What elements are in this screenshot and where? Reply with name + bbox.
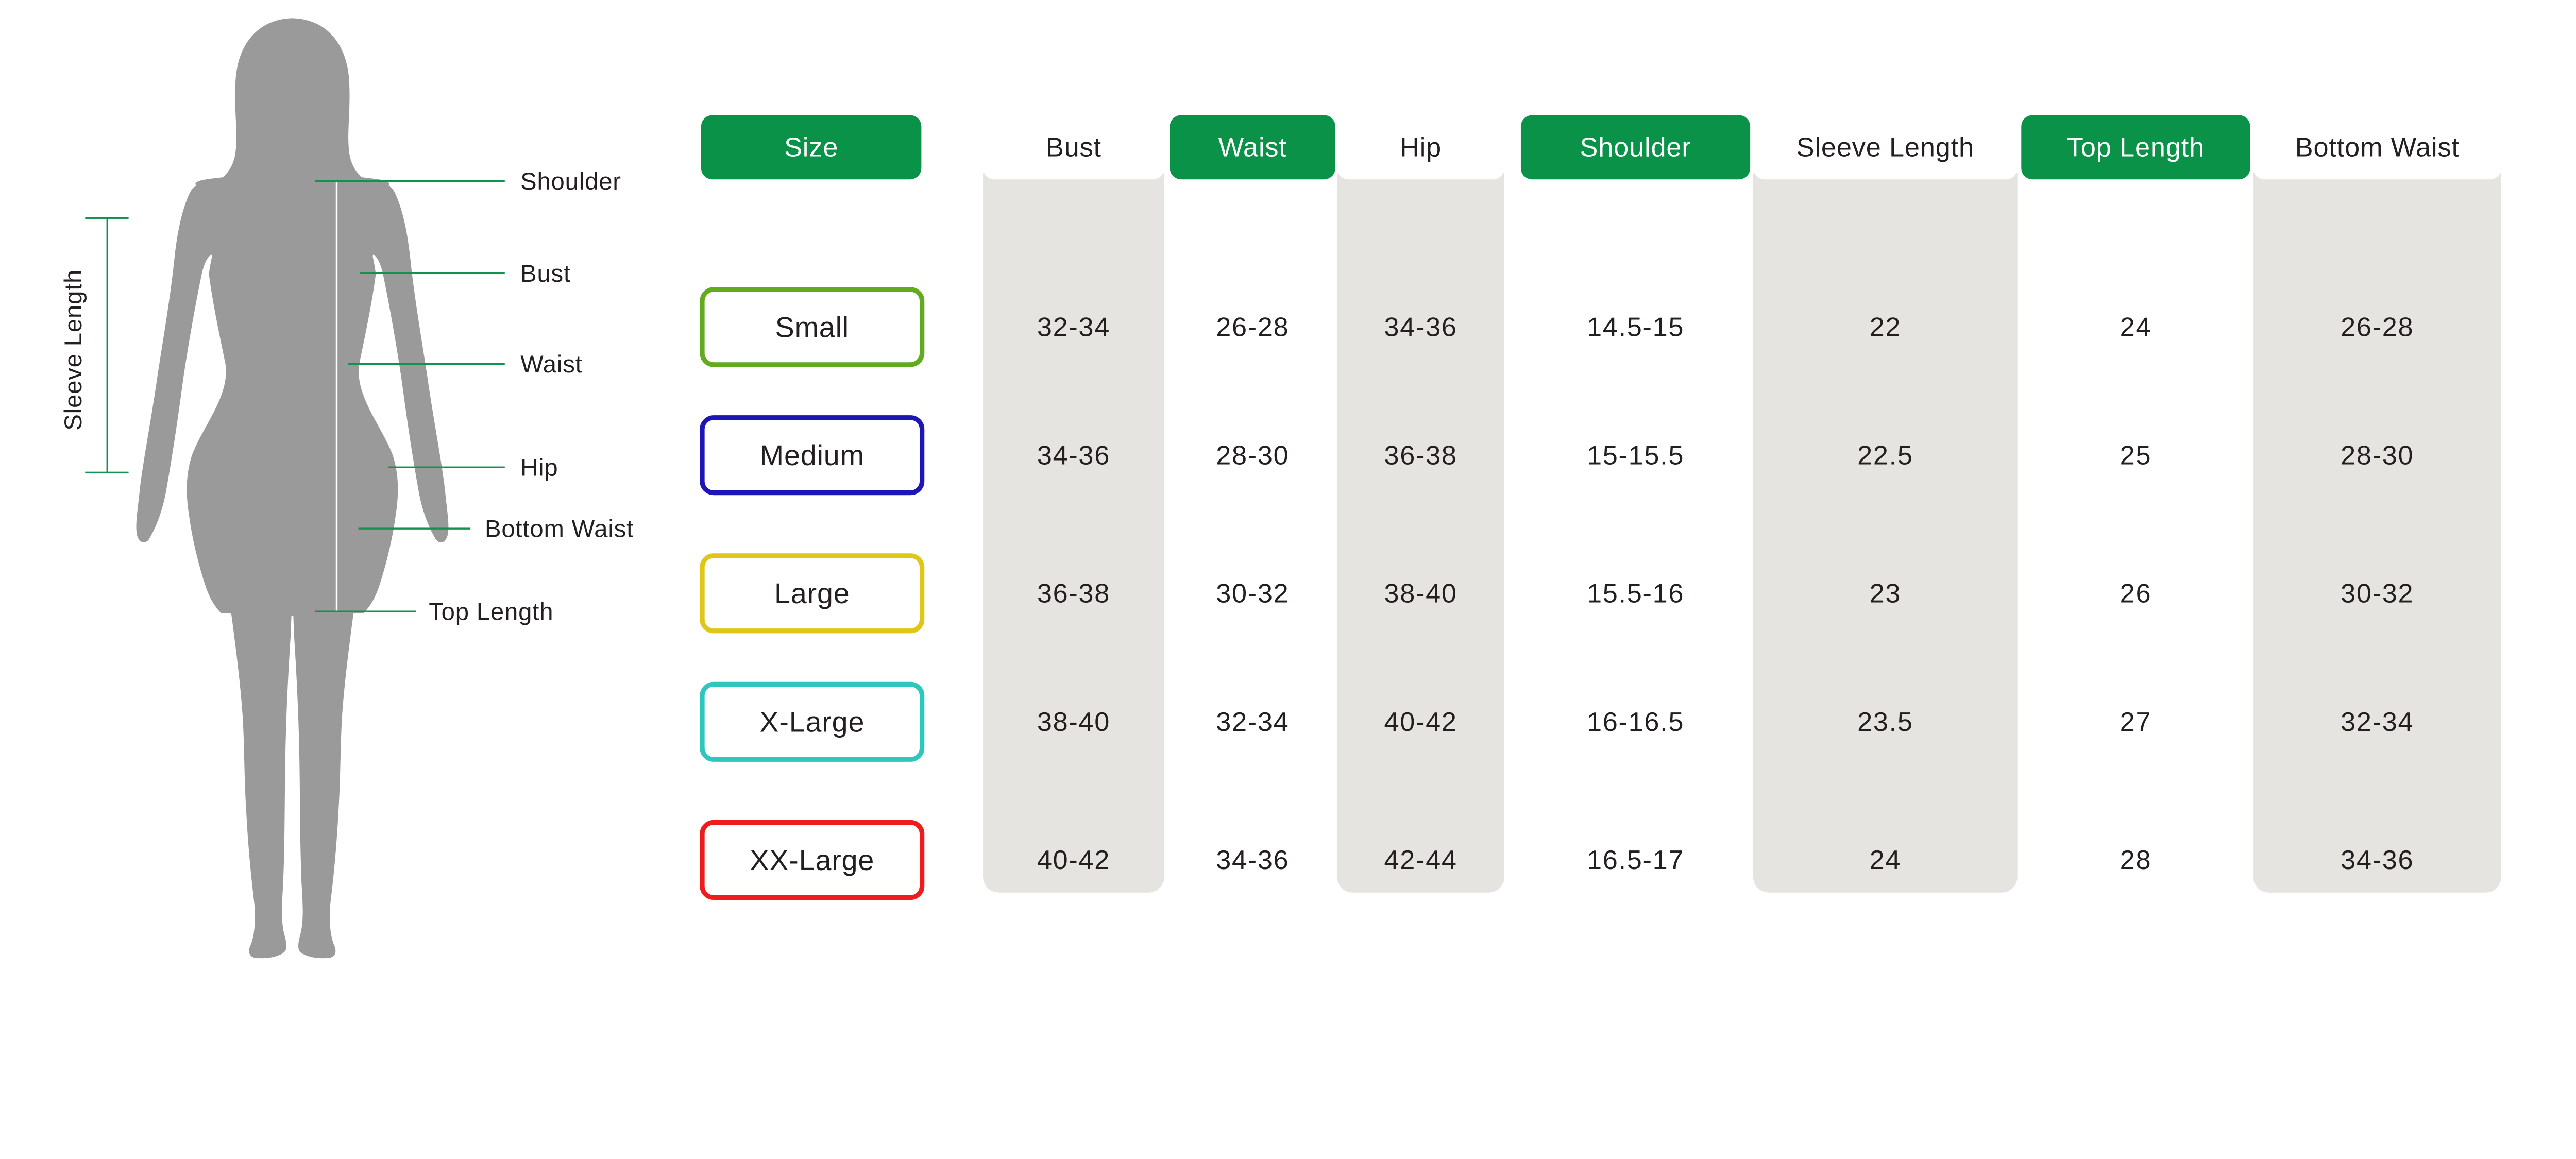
cell-waist-large: 30-32: [1216, 578, 1290, 608]
cell-shoulder-small: 14.5-15: [1586, 312, 1685, 342]
column-waist-header: Waist: [1170, 115, 1335, 180]
column-bust-header: Bust: [983, 115, 1164, 180]
bottom-waist-pointer-line: [358, 527, 471, 530]
cell-hip-large: 38-40: [1384, 578, 1458, 608]
shoulder-pointer-line: [315, 180, 505, 182]
cell-top-length-medium: 25: [2120, 440, 2152, 470]
column-size-header: Size: [701, 115, 922, 180]
cell-bottom-waist-large: 30-32: [2341, 578, 2414, 608]
bust-pointer-line: [360, 272, 505, 275]
sleeve-length-label: Sleeve Length: [59, 269, 87, 431]
column-shoulder-header: Shoulder: [1520, 115, 1751, 180]
column-bust-background: [983, 173, 1164, 893]
top-length-label: Top Length: [429, 598, 554, 625]
cell-bust-x-large: 38-40: [1037, 707, 1110, 737]
sleeve-bracket-bottom: [85, 471, 129, 474]
size-button-large[interactable]: Large: [700, 553, 925, 634]
bottom-waist-label: Bottom Waist: [484, 515, 634, 542]
silhouette-right-leg: [293, 612, 354, 959]
column-size: Size Small Medium Large X-Large XX-Large: [700, 0, 925, 977]
column-sleeve-length-background: [1753, 173, 2018, 893]
cell-waist-medium: 28-30: [1216, 440, 1290, 470]
waist-pointer-line: [348, 363, 505, 365]
cell-bust-small: 32-34: [1037, 312, 1110, 342]
column-hip-header: Hip: [1337, 115, 1504, 180]
cell-sleeve-length-medium: 22.5: [1857, 440, 1913, 470]
cell-hip-medium: 36-38: [1384, 440, 1458, 470]
silhouette-right-arm: [361, 177, 449, 543]
top-length-pointer-line: [315, 610, 416, 612]
column-bust: Bust 32-34 34-36 36-38 38-40 40-42: [983, 0, 1164, 977]
cell-bottom-waist-xx-large: 34-36: [2341, 845, 2414, 875]
cell-sleeve-length-xx-large: 24: [1869, 845, 1902, 875]
cell-bottom-waist-small: 26-28: [2341, 312, 2414, 342]
silhouette-torso: [187, 18, 398, 616]
column-top-length-header: Top Length: [2021, 115, 2250, 180]
cell-shoulder-x-large: 16-16.5: [1586, 707, 1685, 737]
cell-top-length-x-large: 27: [2120, 707, 2152, 737]
cell-waist-x-large: 32-34: [1216, 707, 1290, 737]
bust-label: Bust: [520, 259, 571, 287]
cell-top-length-small: 24: [2120, 312, 2152, 342]
size-chart-infographic: Shoulder Bust Waist Hip Bottom Waist Top…: [59, 0, 2501, 977]
cell-sleeve-length-x-large: 23.5: [1857, 707, 1913, 737]
size-button-xx-large[interactable]: XX-Large: [700, 820, 925, 900]
cell-bust-large: 36-38: [1037, 578, 1110, 608]
cell-shoulder-large: 15.5-16: [1586, 578, 1685, 608]
column-bottom-waist-header: Bottom Waist: [2253, 115, 2501, 180]
cell-sleeve-length-small: 22: [1869, 312, 1902, 342]
hip-pointer-line: [387, 466, 505, 468]
cell-waist-xx-large: 34-36: [1216, 845, 1290, 875]
cell-bottom-waist-x-large: 32-34: [2341, 707, 2414, 737]
hip-label: Hip: [520, 453, 558, 481]
cell-top-length-large: 26: [2120, 578, 2152, 608]
waist-label: Waist: [520, 350, 583, 378]
cell-hip-xx-large: 42-44: [1384, 845, 1458, 875]
cell-waist-small: 26-28: [1216, 312, 1290, 342]
size-button-x-large[interactable]: X-Large: [700, 681, 925, 762]
cell-top-length-xx-large: 28: [2120, 845, 2152, 875]
size-button-small[interactable]: Small: [700, 287, 925, 367]
shoulder-label: Shoulder: [520, 167, 621, 195]
silhouette-left-leg: [231, 612, 292, 959]
column-waist: Waist 26-28 28-30 30-32 32-34 34-36: [1170, 0, 1335, 977]
column-top-length: Top Length 24 25 26 27 28: [2021, 0, 2250, 977]
cell-bust-xx-large: 40-42: [1037, 845, 1110, 875]
cell-sleeve-length-large: 23: [1869, 578, 1902, 608]
cell-hip-x-large: 40-42: [1384, 707, 1458, 737]
column-bottom-waist: Bottom Waist 26-28 28-30 30-32 32-34 34-…: [2253, 0, 2501, 977]
column-shoulder: Shoulder 14.5-15 15-15.5 15.5-16 16-16.5…: [1520, 0, 1751, 977]
column-hip: Hip 34-36 36-38 38-40 40-42 42-44: [1337, 0, 1504, 977]
sleeve-bracket-line: [106, 218, 108, 473]
column-hip-background: [1337, 173, 1504, 893]
cell-shoulder-medium: 15-15.5: [1586, 440, 1685, 470]
cell-shoulder-xx-large: 16.5-17: [1586, 845, 1685, 875]
column-sleeve-length: Sleeve Length 22 22.5 23 23.5 24: [1753, 0, 2018, 977]
female-body-silhouette: [136, 18, 449, 959]
cell-hip-small: 34-36: [1384, 312, 1458, 342]
column-bottom-waist-background: [2253, 173, 2501, 893]
silhouette-left-arm: [136, 177, 224, 543]
cell-bottom-waist-medium: 28-30: [2341, 440, 2414, 470]
column-sleeve-length-header: Sleeve Length: [1753, 115, 2018, 180]
size-button-medium[interactable]: Medium: [700, 415, 925, 496]
cell-bust-medium: 34-36: [1037, 440, 1110, 470]
